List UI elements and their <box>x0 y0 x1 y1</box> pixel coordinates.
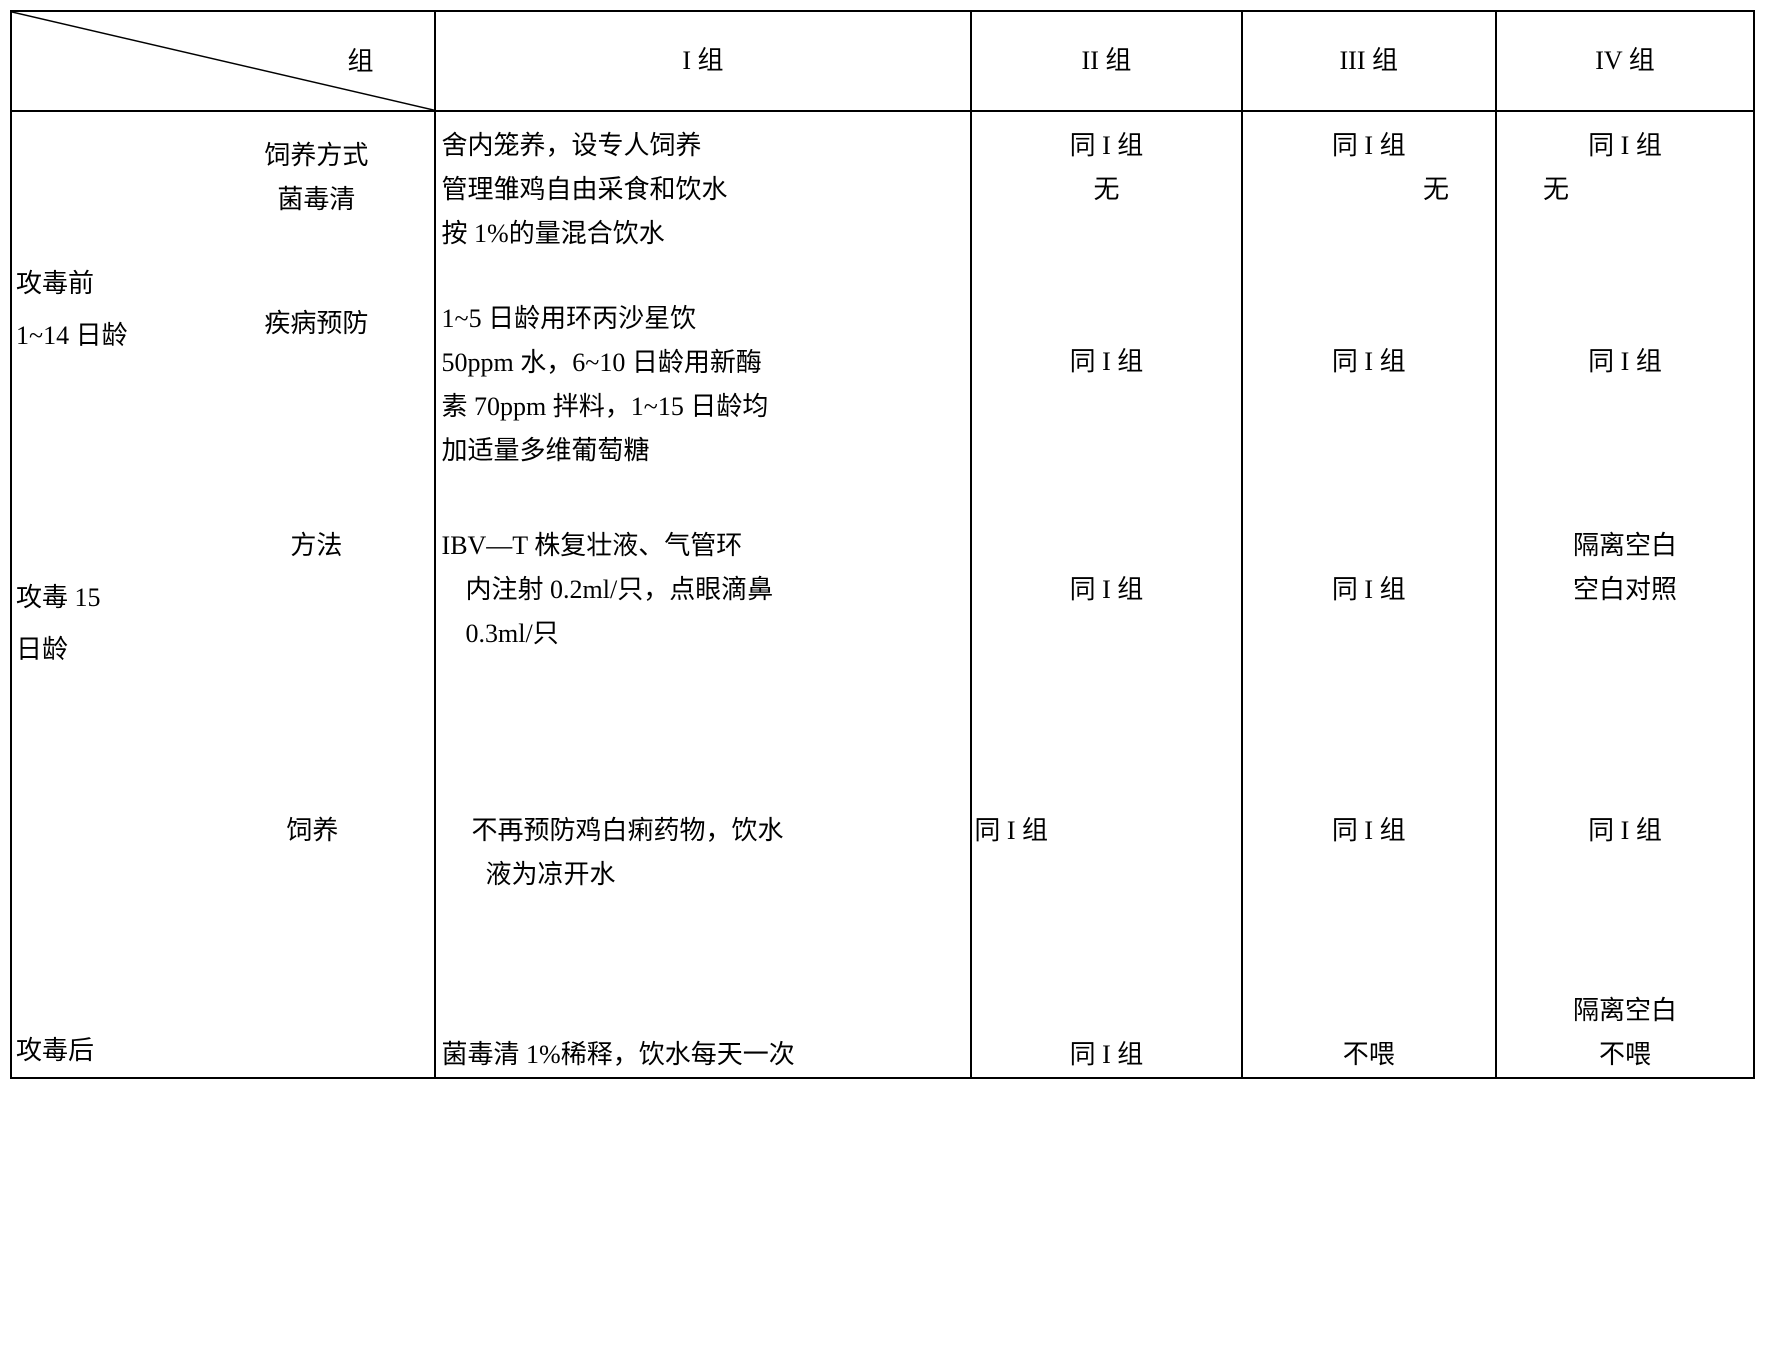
feed-label: 饲养 <box>205 809 427 853</box>
g3-after: 不喂 <box>1243 1033 1495 1077</box>
mid-label-1: 攻毒 15 <box>14 572 101 624</box>
g1-after: 菌毒清 1%稀释，饮水每天一次 <box>442 1033 971 1077</box>
col-header-4: IV 组 <box>1496 11 1754 111</box>
diag-label: 组 <box>348 40 374 84</box>
g4-after-2: 不喂 <box>1497 1033 1753 1077</box>
g1-method-1: IBV—T 株复壮液、气管环 <box>442 524 965 568</box>
pre-label-1: 攻毒前 <box>14 258 128 310</box>
g1-disease-1: 1~5 日龄用环丙沙星饮 <box>442 297 965 341</box>
g2-junduqing: 无 <box>978 168 1234 212</box>
diagonal-header-cell: 组 <box>11 11 435 111</box>
subcat-col: 饲养方式 菌毒清 疾病预防 方法 饲养 <box>199 111 434 1078</box>
g1-feedmode-1: 舍内笼养，设专人饲养 <box>442 124 965 168</box>
g3-disease: 同 I 组 <box>1249 340 1489 384</box>
g4-after-1: 隔离空白 <box>1497 989 1753 1033</box>
col-header-1: I 组 <box>435 11 972 111</box>
feed-mode-label: 饲养方式 <box>205 134 427 178</box>
g4-feedmode: 同 I 组 <box>1503 124 1747 168</box>
g1-disease-4: 加适量多维葡萄糖 <box>442 429 965 473</box>
g3-junduqing: 无 <box>1249 168 1489 212</box>
g1-feedmode-2: 管理雏鸡自由采食和饮水 <box>442 168 965 212</box>
g2-after: 同 I 组 <box>972 1033 1240 1077</box>
after-label: 攻毒后 <box>14 1025 94 1077</box>
g4-disease: 同 I 组 <box>1503 340 1747 384</box>
g2-disease: 同 I 组 <box>978 340 1234 384</box>
g1-disease-3: 素 70ppm 拌料，1~15 日龄均 <box>442 385 965 429</box>
g1-feed-1: 不再预防鸡白痢药物，饮水 <box>442 809 965 853</box>
g2-feed: 同 I 组 <box>974 809 1234 853</box>
g3-method: 同 I 组 <box>1249 568 1489 612</box>
group3-col: 同 I 组 无 同 I 组 同 I 组 同 I 组 不喂 <box>1242 111 1496 1078</box>
g3-feed: 同 I 组 <box>1249 809 1489 853</box>
col-header-3: III 组 <box>1242 11 1496 111</box>
pre-label-2: 1~14 日龄 <box>14 310 128 362</box>
g2-method: 同 I 组 <box>978 568 1234 612</box>
g1-disease-2: 50ppm 水，6~10 日龄用新酶 <box>442 341 965 385</box>
g1-feed-2: 液为凉开水 <box>442 853 965 897</box>
group2-col: 同 I 组 无 同 I 组 同 I 组 同 I 组 同 I 组 <box>971 111 1241 1078</box>
g4-feed: 同 I 组 <box>1503 809 1747 853</box>
table-body-row: 攻毒前 1~14 日龄 攻毒 15 日龄 攻毒后 饲养方式 <box>11 111 1754 1078</box>
col-header-2: II 组 <box>971 11 1241 111</box>
table: 组 I 组 II 组 III 组 IV 组 攻毒前 1~14 日龄 攻毒 15 … <box>10 10 1755 1079</box>
group4-col: 同 I 组 无 同 I 组 隔离空白 空白对照 同 I 组 隔离空 <box>1496 111 1754 1078</box>
g1-method-3: 0.3ml/只 <box>442 612 965 656</box>
group1-col: 舍内笼养，设专人饲养 管理雏鸡自由采食和饮水 按 1%的量混合饮水 1~5 日龄… <box>435 111 972 1078</box>
table-header-row: 组 I 组 II 组 III 组 IV 组 <box>11 11 1754 111</box>
junduqing-label: 菌毒清 <box>205 178 427 222</box>
g4-method-1: 隔离空白 <box>1503 524 1747 568</box>
g1-method-2: 内注射 0.2ml/只，点眼滴鼻 <box>442 568 965 612</box>
phase-col: 攻毒前 1~14 日龄 攻毒 15 日龄 攻毒后 <box>11 111 199 1078</box>
g2-feedmode: 同 I 组 <box>978 124 1234 168</box>
mid-label-2: 日龄 <box>14 624 101 676</box>
g4-method-2: 空白对照 <box>1503 568 1747 612</box>
method-label: 方法 <box>205 524 427 568</box>
g1-junduqing: 按 1%的量混合饮水 <box>442 212 965 256</box>
g3-feedmode: 同 I 组 <box>1249 124 1489 168</box>
experiment-table: 组 I 组 II 组 III 组 IV 组 攻毒前 1~14 日龄 攻毒 15 … <box>10 10 1755 1079</box>
g4-junduqing: 无 <box>1503 168 1747 212</box>
disease-prev-label: 疾病预防 <box>205 302 427 346</box>
